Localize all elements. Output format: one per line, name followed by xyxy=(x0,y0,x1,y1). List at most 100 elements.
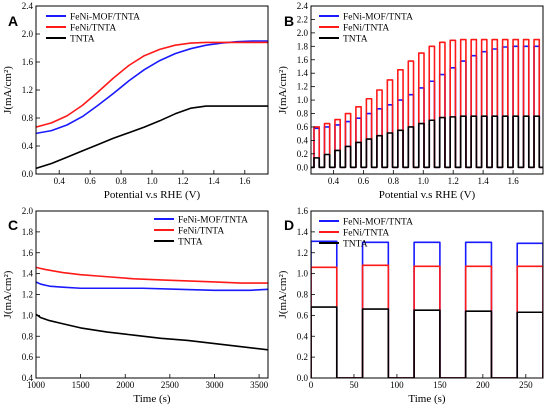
x-tick-label: 1.2 xyxy=(448,176,459,186)
series-line-tnta xyxy=(311,115,543,169)
y-tick-label: 1.8 xyxy=(22,227,34,237)
y-axis-title: J(mA/cm²) xyxy=(2,270,14,318)
y-tick-label: 2.4 xyxy=(22,1,34,11)
x-tick-label: 1.0 xyxy=(146,176,158,186)
legend-entry: FeNi/TNTA xyxy=(343,229,389,239)
y-axis-title: J(mA/cm²) xyxy=(277,66,289,114)
series-line-tnta xyxy=(311,306,543,378)
x-tick-label: 250 xyxy=(519,380,533,390)
legend-entry: TNTA xyxy=(70,35,95,45)
panel-b: 0.4 0.6 0.8 1.0 1.2 1.4 1.6 0.0 0.2 0.4 0.6 0.8 1.0 1… xyxy=(277,1,544,201)
y-tick-label: 1.2 xyxy=(22,290,33,300)
y-tick-label: 0.4 xyxy=(22,373,34,383)
x-tick-label: 100 xyxy=(390,380,404,390)
x-tick-label: 0.6 xyxy=(85,176,97,186)
x-tick-label: 0.8 xyxy=(388,176,400,186)
legend-entry: TNTA xyxy=(178,238,203,248)
x-axis-title: Potential v.s RHE (V) xyxy=(104,189,201,201)
plot-area-b xyxy=(311,38,543,169)
y-tick-label: 0.0 xyxy=(22,169,34,179)
legend-entry: TNTA xyxy=(343,240,368,250)
x-tick-label: 0 xyxy=(309,380,314,390)
plot-area-c xyxy=(36,266,268,351)
y-tick-label: 0.4 xyxy=(22,141,34,151)
legend-entry: FeNi-MOF/TNTA xyxy=(343,218,413,228)
panel-d: 0 50 100 150 200 250 0.0 0.2 0.4 0.6 0.8 1.0 1.2 1.4 1… xyxy=(277,206,544,405)
panel-c: 1000 1500 2000 2500 3000 3500 0.4 0.6 0.8 1.0 1.2 1… xyxy=(2,206,269,405)
series-line-feni-mof-tnta xyxy=(36,40,268,135)
y-axis-title: J(mA/cm²) xyxy=(2,66,14,114)
series-line-tnta xyxy=(36,313,268,351)
y-tick-label: 0.0 xyxy=(297,373,309,383)
y-tick-label: 0.4 xyxy=(297,331,309,341)
plot-frame xyxy=(35,210,269,379)
series-line-feni-mof-tnta xyxy=(36,281,268,292)
x-tick-label: 0.4 xyxy=(54,176,66,186)
y-tick-label: 1.0 xyxy=(297,95,309,105)
x-tick-label: 200 xyxy=(476,380,490,390)
y-tick-label: 0.4 xyxy=(297,135,309,145)
x-tick-label: 0.4 xyxy=(328,176,340,186)
y-tick-label: 0.6 xyxy=(297,122,309,132)
panel-label: D xyxy=(284,217,294,233)
series-line-feni-mof-tnta xyxy=(311,240,543,378)
x-axis-title: Time (s) xyxy=(408,393,446,405)
plot-area-a xyxy=(36,40,268,170)
x-tick-label: 1.6 xyxy=(507,176,519,186)
panel-label: B xyxy=(284,13,294,29)
plot-frame xyxy=(310,5,544,175)
x-tick-label: 50 xyxy=(349,380,359,390)
y-tick-label: 1.4 xyxy=(297,68,309,78)
x-tick-label: 1.0 xyxy=(418,176,430,186)
y-tick-label: 2.0 xyxy=(22,206,34,216)
y-tick-label: 0.8 xyxy=(297,109,309,119)
y-tick-label: 0.8 xyxy=(22,331,34,341)
x-tick-label: 1.2 xyxy=(177,176,188,186)
y-tick-label: 0.0 xyxy=(297,162,309,172)
y-tick-label: 1.6 xyxy=(297,55,309,65)
y-tick-label: 1.2 xyxy=(22,85,33,95)
x-tick-label: 150 xyxy=(433,380,447,390)
y-tick-label: 0.2 xyxy=(297,149,308,159)
y-tick-label: 2.2 xyxy=(297,14,308,24)
x-tick-label: 2000 xyxy=(116,380,135,390)
x-tick-label: 1000 xyxy=(27,380,46,390)
series-line-tnta xyxy=(36,105,268,170)
y-tick-label: 1.4 xyxy=(22,269,34,279)
y-tick-label: 1.0 xyxy=(297,269,309,279)
y-tick-label: 1.6 xyxy=(22,57,34,67)
x-tick-label: 3500 xyxy=(250,380,269,390)
panel-label: A xyxy=(8,13,18,29)
y-tick-label: 2.0 xyxy=(22,29,34,39)
series-line-feni-tnta xyxy=(36,266,268,284)
x-axis-title: Potential v.s RHE (V) xyxy=(379,189,476,201)
panel-a: 0.4 0.6 0.8 1.0 1.2 1.4 1.6 0.0 0.4 0.8 1.2 1.6 2.0 2… xyxy=(2,1,269,201)
x-tick-label: 3000 xyxy=(205,380,224,390)
y-tick-label: 0.8 xyxy=(22,113,34,123)
y-tick-label: 2.4 xyxy=(297,1,309,11)
legend-entry: FeNi/TNTA xyxy=(178,227,224,237)
y-tick-label: 0.6 xyxy=(297,310,309,320)
series-line-feni-tnta xyxy=(311,264,543,378)
y-tick-label: 0.8 xyxy=(297,290,309,300)
y-axis-title: J(mA/cm²) xyxy=(277,270,289,318)
x-tick-label: 1500 xyxy=(72,380,91,390)
y-tick-label: 1.2 xyxy=(297,248,308,258)
y-tick-label: 1.2 xyxy=(297,82,308,92)
series-line-feni-tnta xyxy=(36,41,268,128)
y-tick-label: 0.2 xyxy=(297,352,308,362)
panel-label: C xyxy=(8,217,18,233)
x-axis-title: Time (s) xyxy=(133,393,171,405)
y-tick-label: 1.8 xyxy=(297,41,309,51)
x-tick-label: 2500 xyxy=(161,380,180,390)
x-tick-label: 1.6 xyxy=(239,176,251,186)
x-tick-label: 1.4 xyxy=(208,176,220,186)
x-tick-label: 0.6 xyxy=(358,176,370,186)
y-tick-label: 0.6 xyxy=(22,352,34,362)
y-tick-label: 1.6 xyxy=(297,206,309,216)
legend-entry: FeNi/TNTA xyxy=(70,24,116,34)
